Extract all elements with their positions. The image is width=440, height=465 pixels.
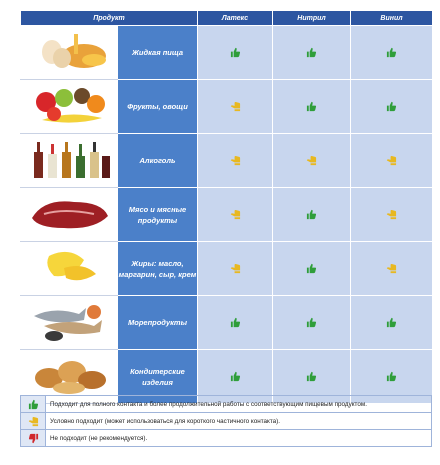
suitable-icon [386,317,397,328]
conditional-icon [230,155,241,166]
rating-cell [350,79,433,134]
conditional-icon [28,416,39,427]
suitable-icon [306,101,317,112]
food-image [42,34,106,68]
rating-cell [272,295,351,350]
product-label: Морепродукты [117,295,198,350]
legend-row: Подходит для полного контакта и более пр… [20,395,432,413]
food-image [47,251,96,281]
suitable-icon [386,101,397,112]
conditional-icon [230,209,241,220]
image-cell [20,79,118,134]
legend-icon-cell [20,412,46,430]
conditional-icon [306,155,317,166]
product-label: Алкоголь [117,133,198,188]
rating-cell [350,133,433,188]
legend: Подходит для полного контакта и более пр… [20,395,432,447]
rating-cell [350,25,433,80]
product-label: Жиры: масло, маргарин, сыр, крем [117,241,198,296]
header-cell: Винил [350,10,433,26]
product-label: Мясо и мясные продукты [117,187,198,242]
conditional-icon [230,101,241,112]
rating-cell [197,133,273,188]
product-label: Жидкая пища [117,25,198,80]
header-cell: Продукт [20,10,198,26]
image-cell [20,187,118,242]
legend-row: Не подходит (не рекомендуется). [20,429,432,447]
rating-cell [272,187,351,242]
row: Жиры: масло, маргарин, сыр, крем [20,241,433,296]
header-row: Продукт Латекс Нитрил Винил [20,10,433,26]
image-cell [20,295,118,350]
rating-cell [350,187,433,242]
image-cell [20,25,118,80]
conditional-icon [386,155,397,166]
table-wrap: Продукт Латекс Нитрил Винил Жидкая пища … [20,10,433,447]
header-cell: Латекс [197,10,273,26]
suitable-icon [306,47,317,58]
header-cell: Нитрил [272,10,351,26]
image-cell [20,349,118,404]
legend-text: Подходит для полного контакта и более пр… [45,395,432,413]
rating-cell [197,241,273,296]
suitable-icon [306,209,317,220]
suitable-icon [306,263,317,274]
rating-cell [350,241,433,296]
legend-icon-cell [20,395,46,413]
rating-cell [197,349,273,404]
legend-icon-cell [20,429,46,447]
rating-cell [197,295,273,350]
suitable-icon [386,47,397,58]
row: Жидкая пища [20,25,433,80]
rating-cell [197,79,273,134]
rating-cell [272,25,351,80]
rating-cell [272,79,351,134]
unsuitable-icon [28,433,39,444]
suitable-icon [230,47,241,58]
row: Фрукты, овощи [20,79,433,134]
product-label: Фрукты, овощи [117,79,198,134]
legend-text: Условно подходит (может использоваться д… [45,412,432,430]
suitable-icon [306,371,317,382]
table: Продукт Латекс Нитрил Винил Жидкая пища … [20,10,433,404]
rating-cell [350,349,433,404]
conditional-icon [230,263,241,274]
conditional-icon [386,263,397,274]
conditional-icon [386,209,397,220]
legend-row: Условно подходит (может использоваться д… [20,412,432,430]
suitable-icon [230,317,241,328]
image-cell [20,133,118,188]
food-image [36,88,105,123]
suitable-icon [306,317,317,328]
rating-cell [197,187,273,242]
row: Морепродукты [20,295,433,350]
rating-cell [197,25,273,80]
rating-cell [272,349,351,404]
rating-cell [350,295,433,350]
food-image [34,305,102,341]
rating-cell [272,241,351,296]
food-image [32,201,108,229]
legend-text: Не подходит (не рекомендуется). [45,429,432,447]
row: Мясо и мясные продукты [20,187,433,242]
suitable-icon [28,399,39,410]
row: Алкоголь [20,133,433,188]
food-image [34,142,110,178]
rating-cell [272,133,351,188]
suitable-icon [386,371,397,382]
row: Кондитерские изделия [20,349,433,404]
food-image [35,361,106,394]
image-cell [20,241,118,296]
suitable-icon [230,371,241,382]
